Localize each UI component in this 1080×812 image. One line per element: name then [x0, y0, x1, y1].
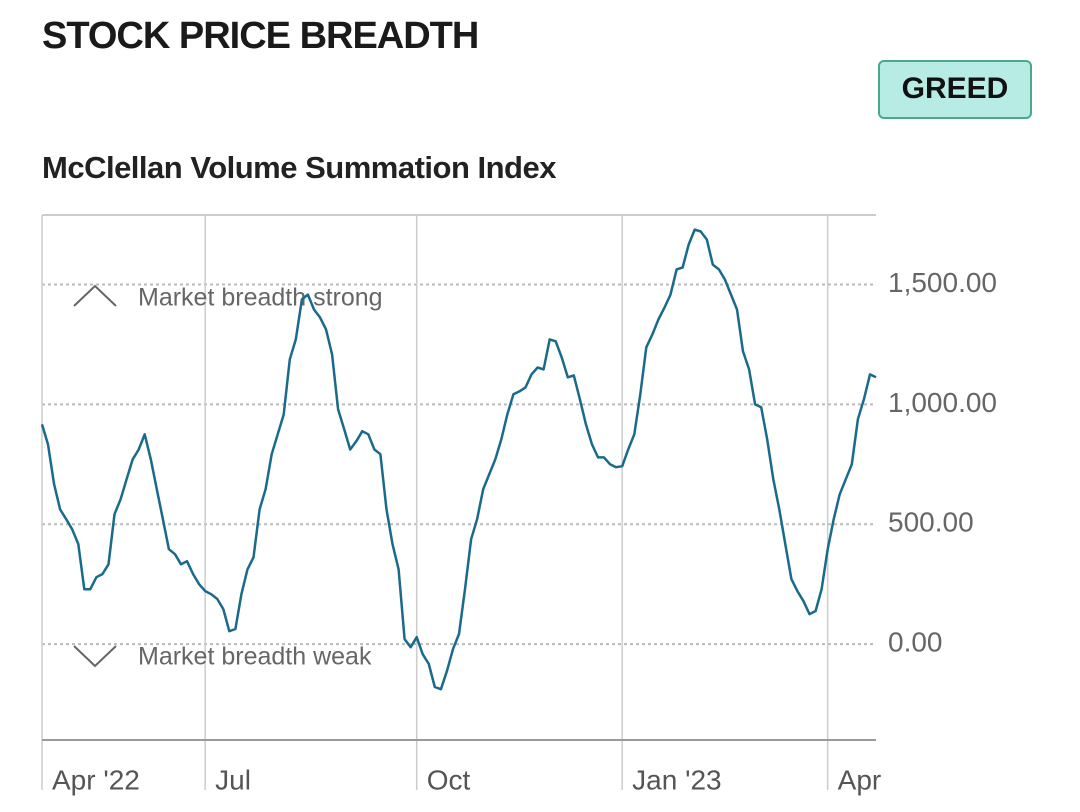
- line: [40, 228, 877, 691]
- plot: [41, 215, 876, 790]
- x-tick-label: Jul: [215, 764, 251, 795]
- annotation: Market breadth weak: [138, 643, 372, 671]
- page-title: STOCK PRICE BREADTH: [42, 15, 478, 57]
- badge: GREED: [902, 72, 1009, 105]
- y-tick-label: 1,000.00: [888, 387, 997, 418]
- x-tick-label: Jan '23: [632, 764, 721, 795]
- x-tick-label: Oct: [427, 764, 471, 795]
- up-icon: [73, 284, 117, 307]
- x-tick-label: Apr '22: [52, 764, 140, 795]
- down-icon: [73, 645, 117, 668]
- badge-box: [878, 60, 1032, 119]
- annotation: Market breadth strong: [138, 284, 383, 312]
- x-tick-label: Apr: [838, 764, 882, 795]
- y-tick-label: 0.00: [888, 627, 943, 658]
- chart-title: McClellan Volume Summation Index: [42, 150, 557, 185]
- y-tick-label: 1,500.00: [888, 267, 997, 298]
- y-tick-label: 500.00: [888, 507, 974, 538]
